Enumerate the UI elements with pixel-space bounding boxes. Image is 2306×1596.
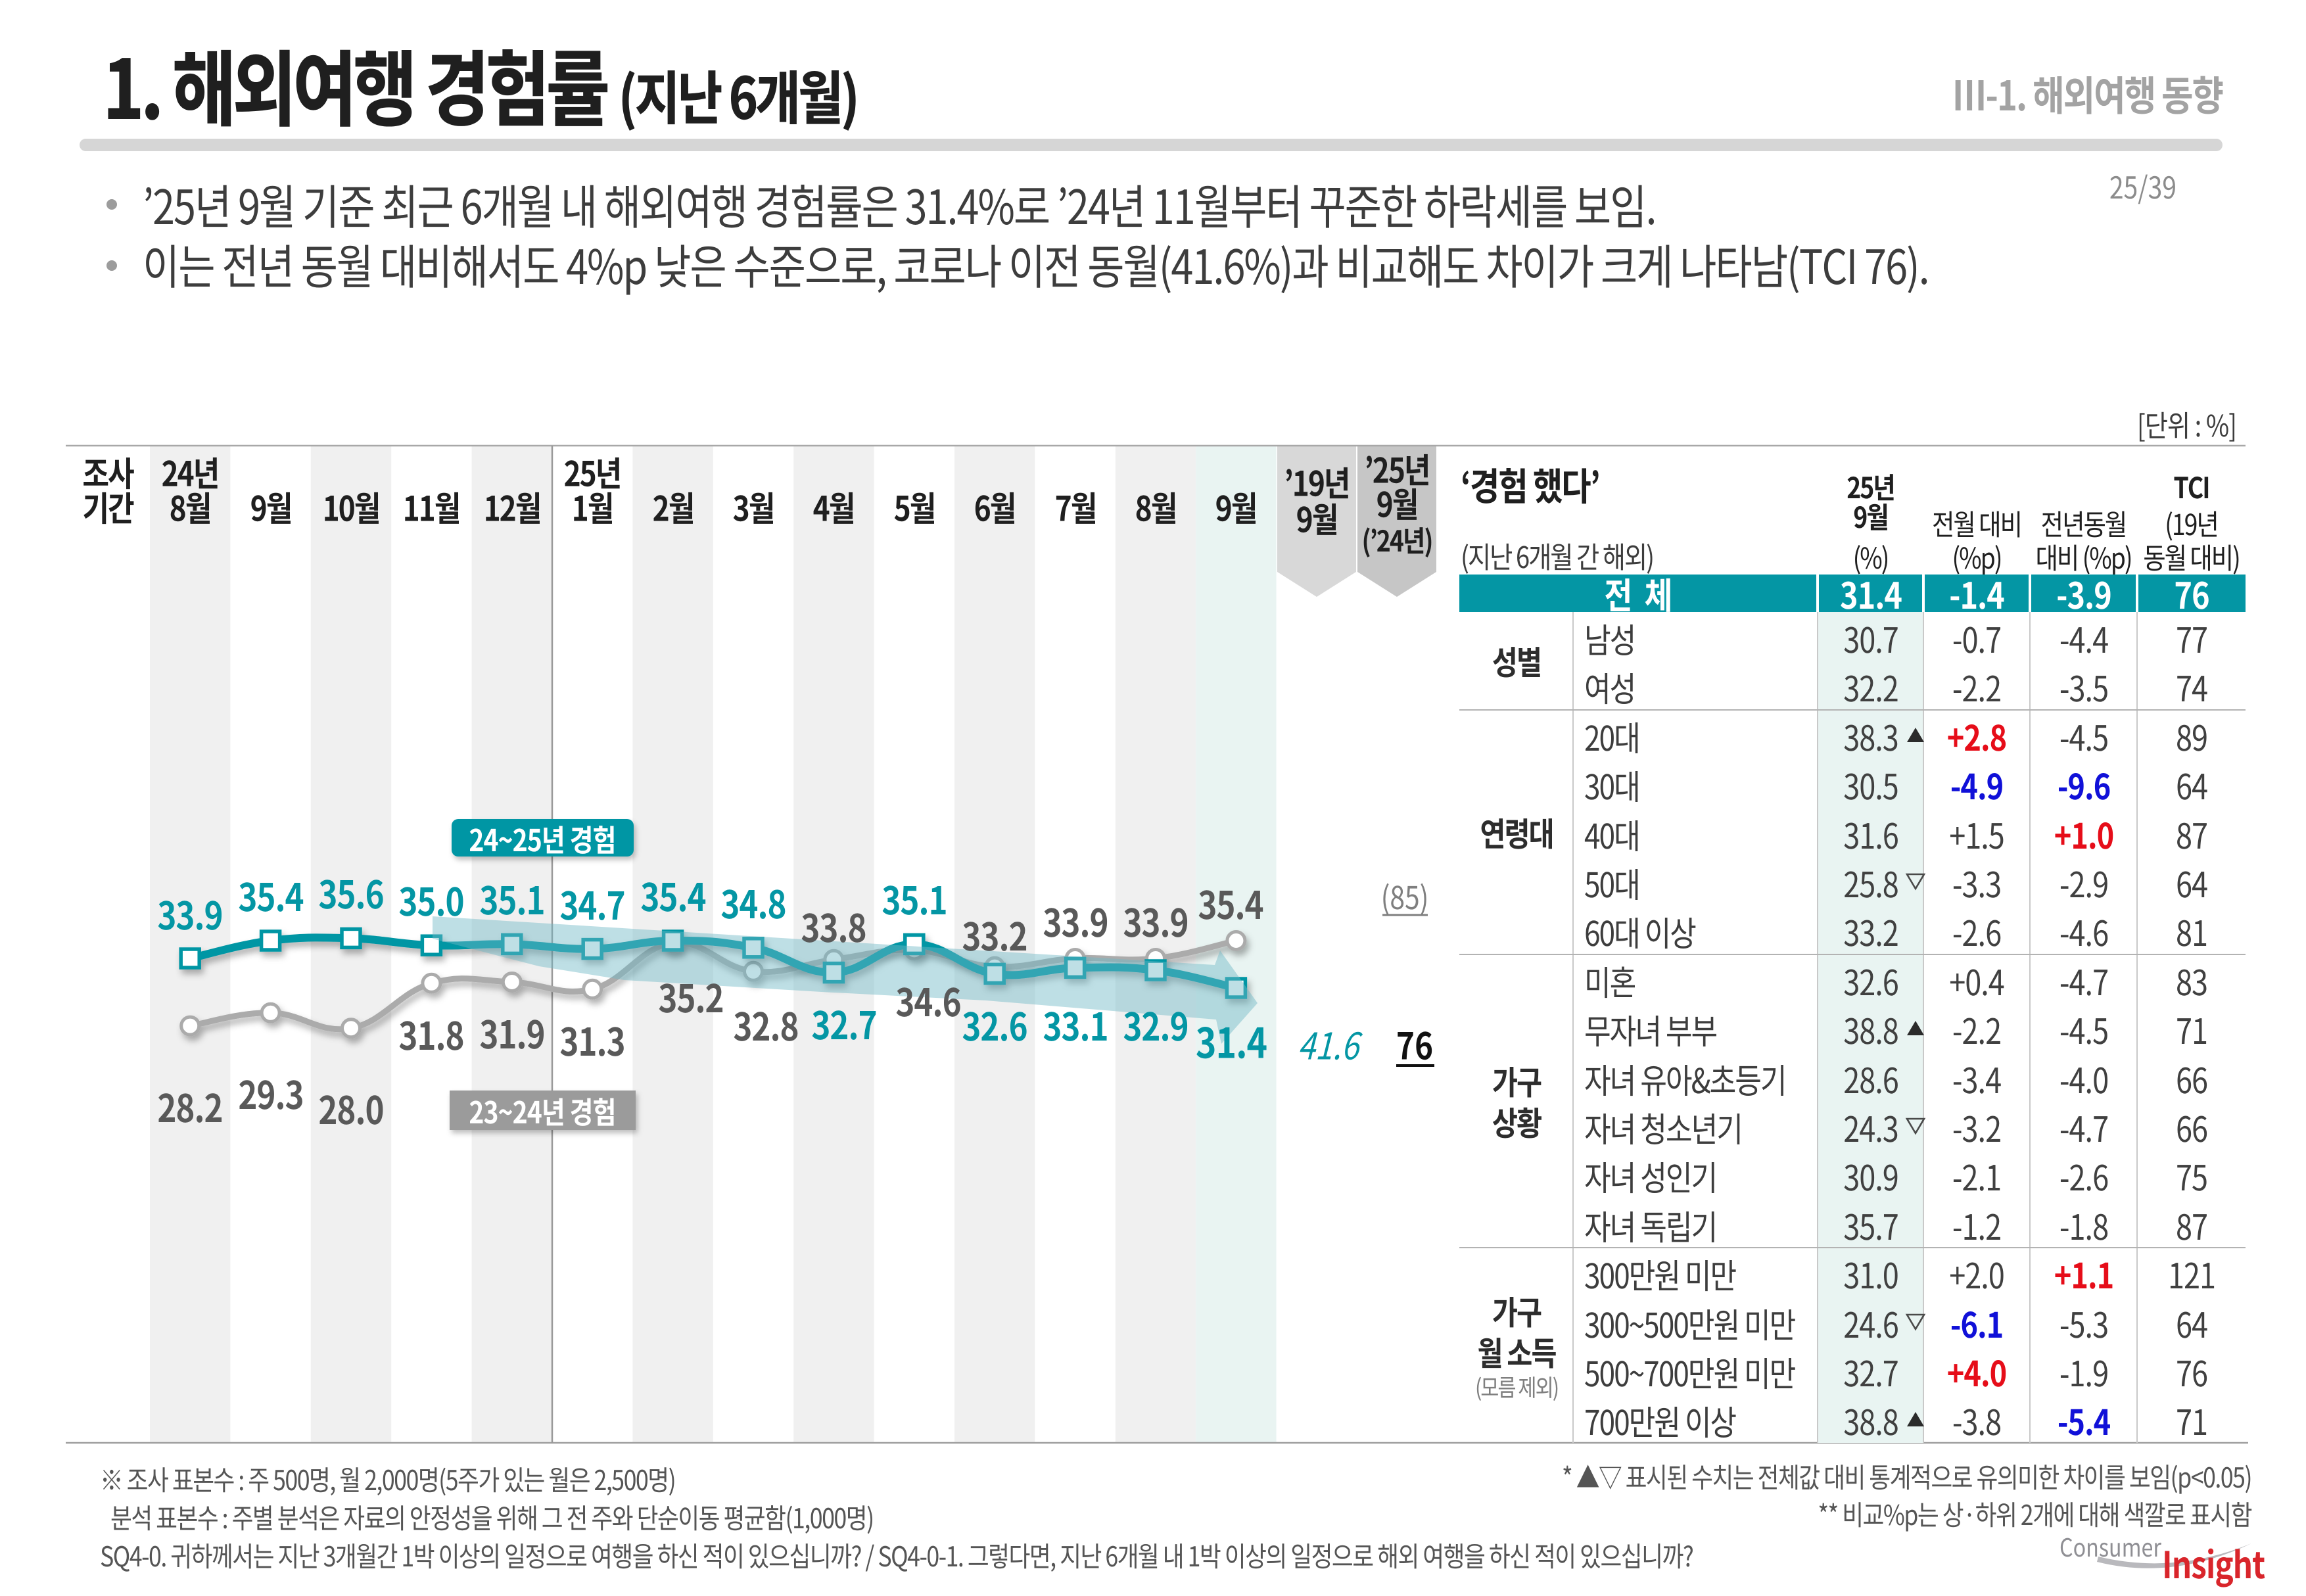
svg-text:’19년: ’19년 <box>1284 457 1349 506</box>
svg-text:조사: 조사 <box>82 447 134 496</box>
svg-text:3월: 3월 <box>733 482 774 531</box>
svg-text:9월: 9월 <box>1296 493 1338 542</box>
svg-text:32.8: 32.8 <box>733 997 798 1052</box>
svg-text:(85): (85) <box>1381 872 1429 918</box>
svg-text:(’24년): (’24년) <box>1362 518 1432 560</box>
svg-text:9월: 9월 <box>250 482 292 531</box>
svg-text:33.1: 33.1 <box>1043 997 1108 1052</box>
svg-text:35.4: 35.4 <box>640 867 705 922</box>
svg-text:12월: 12월 <box>484 482 541 531</box>
svg-text:8월: 8월 <box>1135 482 1177 531</box>
svg-text:34.8: 34.8 <box>720 874 786 929</box>
svg-text:25년: 25년 <box>564 447 621 496</box>
svg-text:35.0: 35.0 <box>398 872 463 927</box>
svg-text:28.0: 28.0 <box>318 1080 383 1135</box>
svg-text:35.6: 35.6 <box>318 864 383 920</box>
svg-text:4월: 4월 <box>813 482 855 531</box>
svg-text:32.7: 32.7 <box>811 995 876 1050</box>
svg-text:41.6: 41.6 <box>1298 1018 1363 1071</box>
svg-text:28.2: 28.2 <box>157 1078 222 1133</box>
svg-text:32.6: 32.6 <box>962 997 1027 1052</box>
svg-text:35.2: 35.2 <box>658 968 723 1023</box>
svg-text:33.9: 33.9 <box>1043 893 1108 948</box>
svg-text:35.1: 35.1 <box>479 870 544 926</box>
svg-text:33.2: 33.2 <box>962 906 1027 962</box>
svg-text:76: 76 <box>1396 1018 1433 1071</box>
svg-text:24~25년 경험: 24~25년 경험 <box>469 817 615 860</box>
svg-text:34.7: 34.7 <box>559 876 624 931</box>
svg-text:Consumer: Consumer <box>2059 1528 2161 1564</box>
svg-text:1월: 1월 <box>572 482 613 531</box>
svg-text:31.3: 31.3 <box>559 1012 624 1067</box>
svg-text:35.4: 35.4 <box>238 867 303 922</box>
svg-text:2월: 2월 <box>653 482 694 531</box>
svg-text:33.9: 33.9 <box>157 885 222 941</box>
svg-text:9월: 9월 <box>1215 482 1257 531</box>
svg-text:8월: 8월 <box>170 482 211 531</box>
svg-text:7월: 7월 <box>1055 482 1096 531</box>
svg-text:32.9: 32.9 <box>1123 997 1188 1052</box>
svg-text:31.9: 31.9 <box>479 1004 544 1060</box>
svg-text:6월: 6월 <box>974 482 1016 531</box>
svg-text:35.1: 35.1 <box>882 870 947 926</box>
svg-text:10월: 10월 <box>323 482 380 531</box>
svg-text:33.8: 33.8 <box>801 898 866 953</box>
svg-text:5월: 5월 <box>894 482 935 531</box>
svg-text:’25년: ’25년 <box>1364 444 1429 493</box>
svg-text:11월: 11월 <box>403 482 460 531</box>
svg-text:기간: 기간 <box>82 482 134 531</box>
svg-text:9월: 9월 <box>1377 478 1418 527</box>
svg-text:31.4: 31.4 <box>1196 1011 1267 1071</box>
svg-text:31.8: 31.8 <box>398 1006 463 1061</box>
svg-text:24년: 24년 <box>162 447 219 496</box>
svg-text:Insight: Insight <box>2162 1536 2265 1589</box>
svg-text:23~24년 경험: 23~24년 경험 <box>469 1089 615 1133</box>
svg-text:34.6: 34.6 <box>895 972 960 1027</box>
svg-text:35.4: 35.4 <box>1198 875 1263 930</box>
svg-text:29.3: 29.3 <box>238 1065 303 1120</box>
svg-text:33.9: 33.9 <box>1123 893 1188 948</box>
